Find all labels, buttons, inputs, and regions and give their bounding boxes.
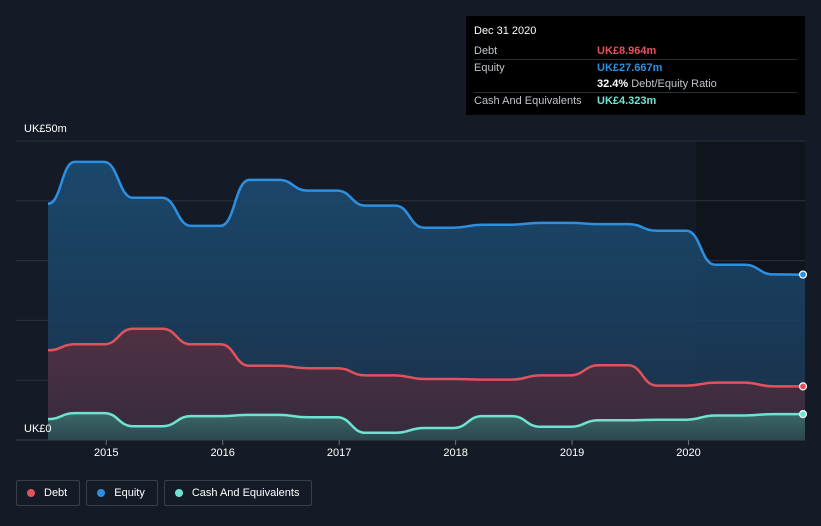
tooltip-row-cash: Cash And Equivalents UK£4.323m bbox=[474, 92, 797, 109]
tooltip-label: Cash And Equivalents bbox=[474, 95, 582, 107]
tooltip-value: 32.4% bbox=[597, 78, 629, 90]
tooltip-value: UK£27.667m bbox=[597, 62, 663, 74]
debt-line bbox=[47, 327, 805, 388]
legend: Debt Equity Cash And Equivalents bbox=[16, 480, 313, 506]
legend-item-equity[interactable]: Equity bbox=[86, 480, 158, 506]
tooltip: Dec 31 2020 Debt UK£8.964m Equity UK£27.… bbox=[466, 16, 805, 115]
legend-dot-icon bbox=[174, 489, 183, 497]
cash-endpoint-marker bbox=[798, 410, 808, 419]
y-tick-bottom: UK£0 bbox=[24, 423, 52, 435]
x-tick-label: 2020 bbox=[676, 447, 700, 459]
tooltip-value: UK£8.964m bbox=[597, 45, 657, 57]
legend-label: Equity bbox=[114, 487, 145, 499]
tooltip-label: Equity bbox=[474, 62, 505, 74]
x-axis-ticks: 2015 2016 2017 2018 2019 2020 bbox=[94, 440, 701, 459]
debt-area bbox=[48, 328, 805, 440]
debt-endpoint-marker bbox=[798, 382, 808, 391]
y-tick-top: UK£50m bbox=[24, 123, 67, 135]
tooltip-label: Debt bbox=[474, 45, 498, 57]
equity-line bbox=[47, 160, 806, 276]
tooltip-row-equity: Equity UK£27.667m bbox=[474, 59, 797, 76]
legend-dot-icon bbox=[27, 489, 35, 497]
legend-dot-icon bbox=[97, 489, 106, 497]
cash-line bbox=[47, 411, 805, 435]
tooltip-row-debt: Debt UK£8.964m bbox=[474, 43, 797, 59]
x-tick-label: 2015 bbox=[94, 447, 118, 459]
cash-area bbox=[48, 413, 805, 440]
legend-item-cash[interactable]: Cash And Equivalents bbox=[163, 480, 313, 506]
x-tick-label: 2018 bbox=[443, 447, 467, 459]
legend-label: Debt bbox=[44, 487, 68, 499]
tooltip-suffix: Debt/Equity Ratio bbox=[631, 78, 717, 90]
x-tick-label: 2016 bbox=[210, 447, 234, 459]
tooltip-value: UK£4.323m bbox=[597, 95, 657, 107]
tooltip-row-ratio: 32.4% Debt/Equity Ratio bbox=[474, 76, 797, 92]
equity-endpoint-marker bbox=[798, 270, 808, 279]
tooltip-date: Dec 31 2020 bbox=[474, 25, 537, 37]
legend-item-debt[interactable]: Debt bbox=[16, 480, 81, 506]
x-tick-label: 2019 bbox=[560, 447, 584, 459]
legend-label: Cash And Equivalents bbox=[191, 487, 300, 499]
series-endpoints bbox=[798, 270, 808, 419]
x-tick-label: 2017 bbox=[327, 447, 351, 459]
